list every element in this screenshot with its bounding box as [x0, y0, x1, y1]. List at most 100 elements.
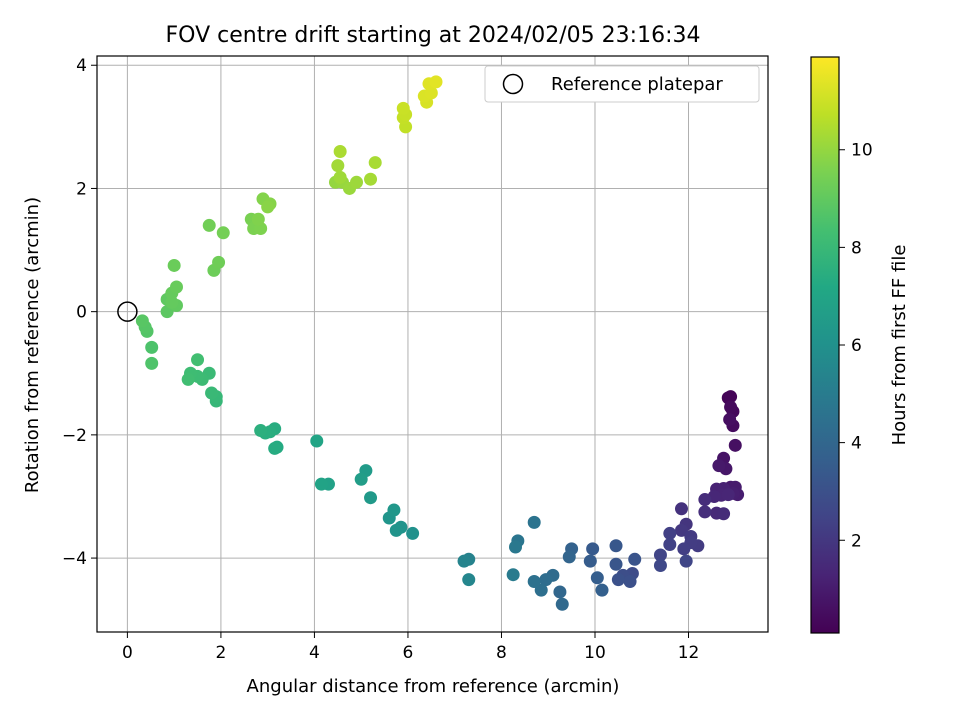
data-point [663, 526, 677, 540]
scatter-points [135, 75, 745, 611]
y-tick-label: 0 [76, 303, 87, 323]
legend-entry-reference: Reference platepar [551, 74, 723, 95]
data-point [331, 159, 345, 173]
data-point [623, 574, 637, 588]
legend-marker-icon [502, 73, 524, 95]
data-point [261, 200, 275, 214]
data-point [333, 144, 347, 158]
data-point [202, 218, 216, 232]
data-point [562, 550, 576, 564]
data-point [679, 554, 693, 568]
x-tick-label: 6 [403, 643, 414, 663]
data-point [590, 571, 604, 585]
x-tick-label: 2 [215, 643, 226, 663]
legend-box [484, 65, 760, 103]
data-point [677, 542, 691, 556]
data-point [653, 548, 667, 562]
x-axis-label: Angular distance from reference (arcmin) [247, 676, 620, 697]
data-point [724, 400, 738, 414]
data-point [628, 552, 642, 566]
data-point [674, 502, 688, 516]
data-point [555, 597, 569, 611]
data-point [212, 255, 226, 269]
data-point [611, 573, 625, 587]
y-axis-ticks: −4 −2 0 2 4 [62, 56, 97, 569]
colorbar-tick-label: 10 [851, 141, 873, 161]
data-point [508, 540, 522, 554]
data-point [364, 172, 378, 186]
data-point [553, 585, 567, 599]
colorbar-label: Hours from first FF file [889, 245, 910, 446]
data-point [653, 558, 667, 572]
colorbar-tick-label: 8 [851, 238, 862, 258]
data-point [135, 314, 149, 328]
data-point [165, 295, 179, 309]
data-point [506, 568, 520, 582]
reference-platepar-marker [117, 301, 138, 322]
colorbar-tick-label: 6 [851, 336, 862, 356]
data-point [216, 226, 230, 240]
data-point [354, 472, 368, 486]
y-tick-label: −4 [62, 549, 87, 569]
data-point [251, 212, 265, 226]
y-tick-label: 4 [76, 56, 87, 76]
data-point [539, 573, 553, 587]
data-point [586, 542, 600, 556]
x-tick-label: 4 [309, 643, 320, 663]
data-point [389, 523, 403, 537]
data-point [268, 441, 282, 455]
data-point [717, 507, 731, 521]
data-point [674, 523, 688, 537]
data-point [429, 75, 443, 89]
axes-frame [96, 55, 769, 633]
colorbar-tick-label: 2 [851, 531, 862, 551]
colorbar-ticks: 2 4 6 8 10 [839, 141, 873, 551]
data-point [205, 386, 219, 400]
data-point [396, 101, 410, 115]
data-point [169, 280, 183, 294]
data-point [145, 340, 159, 354]
data-point [181, 372, 195, 386]
y-axis-label: Rotation from reference (arcmin) [22, 197, 43, 493]
x-tick-label: 8 [496, 643, 507, 663]
data-point [462, 573, 476, 587]
data-point [609, 539, 623, 553]
data-point [663, 538, 677, 552]
data-point [527, 515, 541, 529]
data-point [145, 356, 159, 370]
data-point [310, 434, 324, 448]
data-point [723, 412, 737, 426]
x-tick-label: 12 [678, 643, 700, 663]
x-tick-label: 0 [122, 643, 133, 663]
data-point [368, 156, 382, 170]
data-point [457, 554, 471, 568]
data-point [583, 554, 597, 568]
data-point [527, 574, 541, 588]
data-point [364, 491, 378, 505]
data-point [333, 170, 347, 184]
data-point [609, 557, 623, 571]
data-point [534, 583, 548, 597]
legend: Reference platepar [484, 65, 760, 103]
colorbar-tick-label: 4 [851, 434, 862, 454]
chart-title: FOV centre drift starting at 2024/02/05 … [166, 23, 701, 48]
colorbar [810, 56, 840, 634]
data-point [712, 459, 726, 473]
x-tick-label: 10 [584, 643, 606, 663]
data-point [254, 424, 268, 438]
y-tick-label: 2 [76, 179, 87, 199]
data-point [724, 390, 738, 404]
data-point [698, 505, 712, 519]
data-point [167, 258, 181, 272]
data-point [728, 438, 742, 452]
data-point [191, 353, 205, 367]
grid-lines [97, 56, 768, 632]
data-point [698, 493, 712, 507]
data-point [387, 503, 401, 517]
x-axis-ticks: 0 2 4 6 8 10 12 [122, 632, 699, 663]
y-tick-label: −2 [62, 426, 87, 446]
data-point [406, 526, 420, 540]
data-point [595, 583, 609, 597]
data-point [350, 175, 364, 189]
